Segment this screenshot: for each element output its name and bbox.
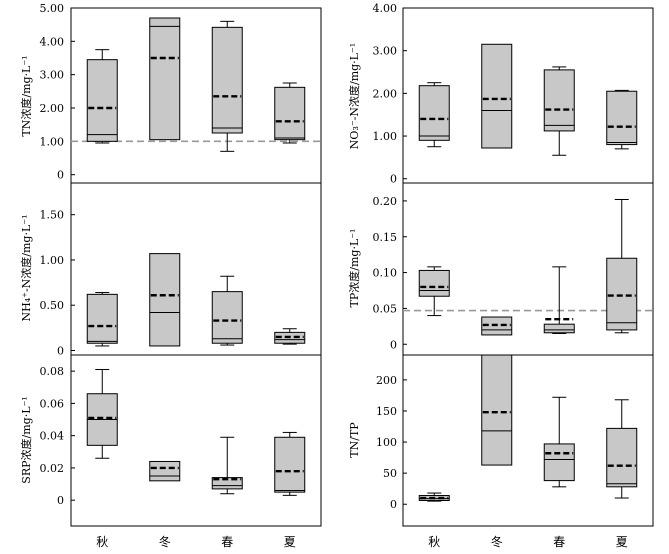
tn-y-axis-label: TN浓度/mg·L⁻¹	[19, 55, 33, 136]
tn-y-tick-label: 1.00	[40, 135, 65, 148]
tp-y-tick-label: 0.10	[373, 267, 398, 280]
tp-y-tick-label: 0.20	[373, 195, 398, 208]
srp-y-tick-label: 0.08	[40, 365, 65, 378]
nh4-y-axis-label: NH₄⁺-N浓度/mg·L⁻¹	[19, 215, 33, 322]
no3-box	[418, 85, 450, 141]
tn-y-tick-label: 0	[57, 169, 64, 182]
tntp-category-label: 春	[553, 535, 565, 549]
srp-y-axis-label: SRP浓度/mg·L⁻¹	[19, 396, 33, 483]
nh4-panel: 0 0.50 1.00 1.50 NH₄⁺-N浓度/mg·L⁻¹	[19, 182, 322, 357]
srp-category-label: 秋	[96, 535, 108, 549]
no3-box	[481, 43, 513, 149]
no3-y-tick-label: 2.00	[373, 87, 398, 100]
no3-y-tick-label: 4.00	[373, 2, 398, 15]
no3-y-tick-label: 3.00	[373, 45, 398, 58]
tp-y-axis-label: TP浓度/mg·L⁻¹	[347, 229, 361, 308]
srp-category-label: 春	[221, 535, 233, 549]
srp-y-tick-label: 0.04	[40, 430, 65, 443]
nh4-y-tick-label: 0	[57, 344, 64, 357]
srp-y-tick-label: 0	[57, 494, 64, 507]
tp-y-tick-label: 0.05	[373, 302, 398, 315]
tn-y-tick-label: 2.00	[40, 102, 65, 115]
tntp-category-label: 夏	[616, 535, 628, 549]
tntp-box	[606, 427, 638, 488]
tp-box	[418, 269, 450, 297]
no3-box	[606, 90, 638, 146]
tn-box	[86, 59, 118, 142]
srp-panel: 0 0.02 0.04 0.06 0.08 SRP浓度/mg·L⁻¹ 秋 冬 春 夏	[19, 354, 322, 549]
nh4-y-tick-label: 0.50	[40, 299, 65, 312]
tn-panel: 0 1.00 2.00 3.00 4.00 5.00 TN浓度/mg·L⁻¹	[19, 2, 322, 184]
srp-y-tick-label: 0.06	[40, 397, 65, 410]
srp-category-label: 夏	[284, 535, 296, 549]
srp-box	[211, 477, 243, 490]
tn-box	[274, 86, 306, 141]
no3-y-tick-label: 1.00	[373, 130, 398, 143]
tntp-plot-frame	[402, 354, 654, 527]
tp-box	[606, 257, 638, 331]
tn-y-tick-label: 4.00	[40, 35, 65, 48]
nh4-box	[86, 293, 118, 344]
tp-y-tick-label: 0	[390, 338, 397, 351]
tntp-y-tick-label: 100	[376, 436, 397, 449]
no3-box	[543, 69, 575, 132]
tn-y-tick-label: 3.00	[40, 69, 65, 82]
tntp-box	[543, 443, 575, 482]
nh4-box	[211, 291, 243, 344]
srp-box	[149, 460, 181, 482]
srp-category-label: 冬	[159, 534, 171, 549]
tntp-y-tick-label: 50	[383, 467, 397, 480]
tntp-box	[481, 354, 513, 466]
no3-y-tick-label: 0	[390, 173, 397, 186]
tntp-panel: 0 50 100 150 200 TN/TP 秋 冬 春 夏	[348, 354, 654, 549]
srp-box	[274, 436, 306, 493]
tntp-y-axis-label: TN/TP	[348, 422, 361, 458]
tp-y-tick-label: 0.15	[373, 231, 398, 244]
tntp-y-tick-label: 200	[376, 374, 397, 387]
tn-box	[149, 17, 181, 141]
tntp-category-label: 秋	[428, 535, 440, 549]
tntp-y-tick-label: 150	[376, 405, 397, 418]
nh4-y-tick-label: 1.50	[40, 209, 65, 222]
srp-plot-frame	[70, 354, 322, 527]
tntp-category-label: 冬	[491, 534, 503, 549]
tn-y-tick-label: 5.00	[40, 2, 65, 15]
tn-box	[211, 26, 243, 134]
tntp-y-tick-label: 0	[390, 498, 397, 511]
tp-panel: 0 0.05 0.10 0.15 0.20 TP浓度/mg·L⁻¹	[347, 182, 654, 356]
nh4-y-tick-label: 1.00	[40, 254, 65, 267]
no3-y-axis-label: NO₃⁻-N浓度/mg·L⁻¹	[347, 43, 361, 149]
nh4-box	[149, 253, 181, 347]
srp-y-tick-label: 0.02	[40, 462, 65, 475]
no3-panel: 0 1.00 2.00 3.00 4.00 NO₃⁻-N浓度/mg·L⁻¹	[347, 2, 654, 186]
tp-box	[543, 323, 575, 334]
